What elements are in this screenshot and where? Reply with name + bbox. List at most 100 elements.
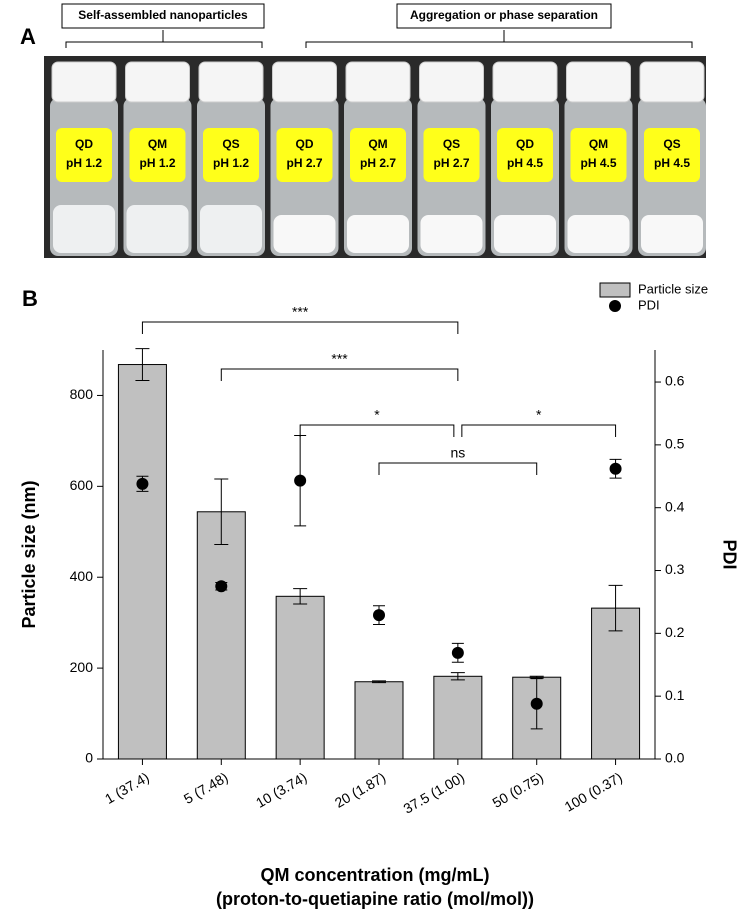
significance-label: ns xyxy=(450,445,465,461)
vial-drug: QS xyxy=(222,137,239,151)
vial-drug: QD xyxy=(516,137,534,151)
significance-label: *** xyxy=(292,304,309,320)
vial-label xyxy=(276,128,333,182)
panel-letter: B xyxy=(22,286,38,311)
x-tick-label: 37.5 (1.00) xyxy=(401,769,468,817)
legend-swatch xyxy=(599,282,631,298)
error-bar xyxy=(293,588,308,605)
pdi-point xyxy=(609,462,622,475)
vial-label xyxy=(129,128,186,182)
y-axis-title: Particle size (nm) xyxy=(19,480,39,628)
x-axis-title: (proton-to-quetiapine ratio (mol/mol)) xyxy=(216,889,534,909)
y2-tick-label: 0.3 xyxy=(665,561,685,577)
significance-bracket xyxy=(141,321,459,334)
y2-tick-label: 0.4 xyxy=(665,498,685,514)
bar xyxy=(354,681,404,760)
pdi-point xyxy=(294,474,307,487)
vial-cap xyxy=(492,61,558,103)
vial-ph: pH 1.2 xyxy=(66,156,102,170)
vial-content xyxy=(494,215,556,253)
chart: 0 200 400 600 800 0.0 0.1 0.2 0.3 0.4 0.5 0.6 1 (37.… xyxy=(19,281,740,908)
vial-content xyxy=(53,205,115,253)
vial-ph: pH 4.5 xyxy=(580,156,616,170)
error-bar xyxy=(135,348,150,381)
vial-cap xyxy=(272,61,337,103)
vial-label xyxy=(56,128,112,182)
bar xyxy=(275,595,325,760)
bar xyxy=(196,511,246,760)
vial-label xyxy=(570,128,627,182)
vial-cap xyxy=(345,61,411,103)
x-tick-label: 5 (7.48) xyxy=(181,769,231,807)
vial-ph: pH 2.7 xyxy=(360,156,396,170)
significance-bracket xyxy=(461,424,617,437)
bar xyxy=(591,607,641,760)
vial-drug: QM xyxy=(368,137,387,151)
vial-label xyxy=(497,128,553,182)
y-tick-label: 600 xyxy=(70,477,94,493)
vial-cap xyxy=(125,61,190,103)
group-label: Aggregation or phase separation xyxy=(410,8,598,22)
x-tick-label: 20 (1.87) xyxy=(332,769,389,811)
y2-tick-label: 0.0 xyxy=(665,750,685,766)
vial-content xyxy=(420,215,483,253)
error-bar xyxy=(608,584,623,632)
vial-drug: QS xyxy=(443,137,460,151)
vial-label xyxy=(203,128,259,182)
vial-drug: QM xyxy=(148,137,167,151)
vial-drug: QM xyxy=(589,137,608,151)
x-tick-label: 50 (0.75) xyxy=(490,769,547,811)
vial-ph: pH 4.5 xyxy=(507,156,543,170)
x-tick-label: 100 (0.37) xyxy=(562,769,625,815)
x-tick-label: 10 (3.74) xyxy=(253,769,310,811)
significance-bracket xyxy=(299,424,455,437)
bar xyxy=(117,364,167,760)
pdi-point xyxy=(530,697,543,710)
error-bar xyxy=(214,478,229,546)
vial-cap xyxy=(419,61,484,103)
y-tick-label: 800 xyxy=(70,386,94,402)
vial-content xyxy=(567,215,630,253)
vial-cap xyxy=(198,61,264,103)
vial-content xyxy=(126,205,189,253)
significance-bracket xyxy=(378,462,538,475)
vial-drug: QS xyxy=(663,137,680,151)
vial-content xyxy=(273,215,336,253)
legend-label: Particle size xyxy=(638,281,708,296)
y-tick-label: 200 xyxy=(70,659,94,675)
error-bar xyxy=(450,672,465,681)
vial-content xyxy=(347,215,409,253)
vial-drug: QD xyxy=(296,137,314,151)
y2-tick-label: 0.5 xyxy=(665,436,685,452)
panel-letter: A xyxy=(20,24,36,49)
group-label: Self-assembled nanoparticles xyxy=(78,8,248,22)
significance-label: * xyxy=(536,407,542,423)
x-axis-title: QM concentration (mg/mL) xyxy=(261,865,490,885)
y2-axis-title: PDI xyxy=(719,539,739,569)
group-box xyxy=(396,3,612,29)
group-bracket xyxy=(305,30,693,48)
vial-label xyxy=(423,128,480,182)
y-tick-label: 400 xyxy=(70,568,94,584)
pdi-point xyxy=(373,609,385,622)
y-tick-label: 0 xyxy=(85,750,93,766)
pdi-point xyxy=(215,580,228,593)
vial-ph: pH 2.7 xyxy=(286,156,322,170)
significance-bracket xyxy=(220,368,459,381)
legend-swatch xyxy=(609,300,621,312)
group-bracket xyxy=(65,30,263,48)
y2-tick-label: 0.1 xyxy=(665,687,685,703)
vial-label xyxy=(350,128,406,182)
vial-cap xyxy=(51,61,117,103)
legend-label: PDI xyxy=(638,297,660,312)
vial-ph: pH 1.2 xyxy=(213,156,249,170)
bar xyxy=(433,675,483,760)
vial-ph: pH 4.5 xyxy=(654,156,690,170)
significance-label: * xyxy=(374,407,380,423)
vial-cap xyxy=(639,61,705,103)
vial-ph: pH 2.7 xyxy=(433,156,469,170)
vial-content xyxy=(200,205,262,253)
y2-tick-label: 0.2 xyxy=(665,624,685,640)
pdi-point xyxy=(451,646,464,659)
